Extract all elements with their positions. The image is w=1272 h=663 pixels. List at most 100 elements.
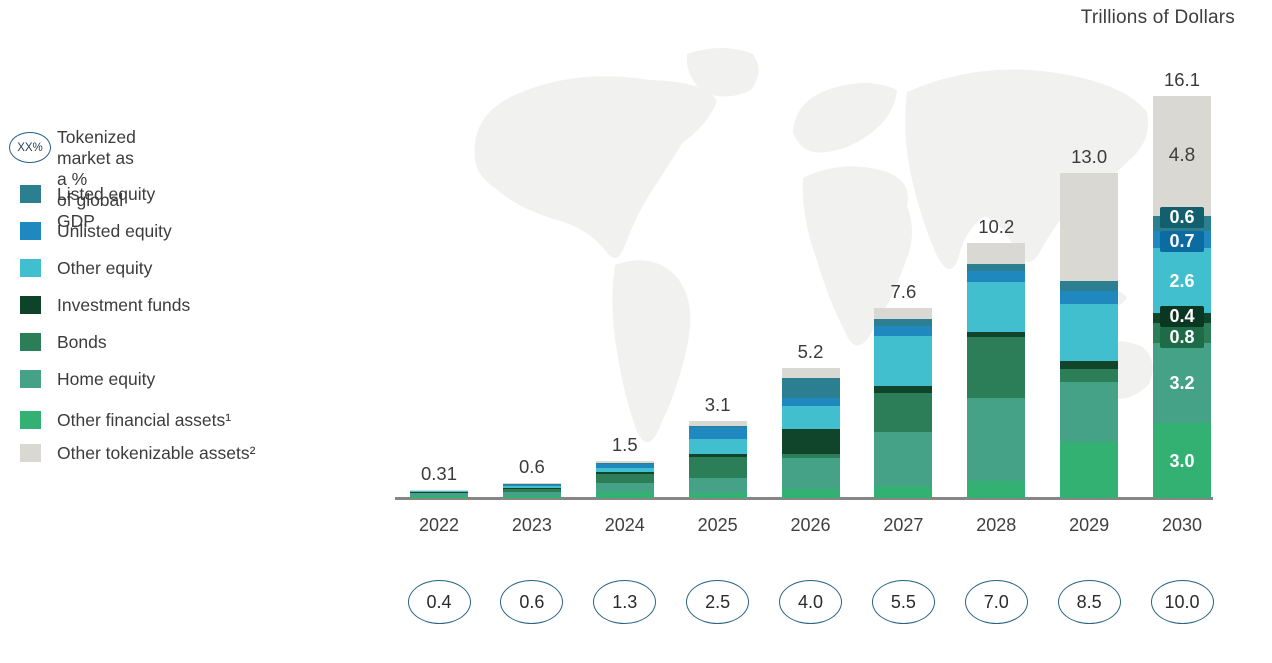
segment-bonds-2026 (781, 454, 840, 458)
year-label-2029: 2029 (1069, 515, 1110, 535)
segment-other-equity-2022 (410, 490, 468, 492)
segment-listed-equity-2026 (781, 378, 840, 398)
segment-bonds-2029 (1060, 369, 1119, 382)
segment-investment-funds-2025 (688, 454, 747, 457)
segment-other-tokenizable-assets-2026 (781, 368, 840, 378)
segment-other-tokenizable-assets-2024 (595, 460, 654, 463)
segment-unlisted-equity-2025 (688, 426, 747, 440)
segment-listed-equity-2027 (874, 319, 933, 326)
segment-other-equity-2030 (1153, 248, 1211, 313)
segment-home-equity-2030 (1153, 343, 1211, 423)
segment-other-tokenizable-assets-2025 (688, 420, 747, 426)
segment-investment-funds-2026 (781, 429, 840, 455)
segment-unlisted-equity-2026 (781, 398, 840, 406)
segment-listed-equity-2025 (688, 425, 747, 427)
segment-home-equity-2022 (410, 493, 468, 497)
segment-bonds-2024 (595, 473, 654, 483)
legend-label-home-equity: Home equity (57, 369, 156, 389)
segment-other-tokenizable-assets-2029 (1060, 173, 1119, 281)
gdp-caption-line1: Tokenized market as a % (57, 127, 136, 189)
segment-investment-funds-2022 (410, 491, 468, 492)
segment-value-label-other-financial-assets-2030: 3.0 (1169, 450, 1195, 471)
segment-investment-funds-2024 (595, 471, 654, 474)
gdp-percent-oval-2024: 1.3 (593, 580, 657, 624)
segment-other-financial-assets-2027 (874, 485, 933, 498)
segment-listed-equity-2028 (967, 264, 1026, 271)
gdp-percent-oval-2029: 8.5 (1057, 580, 1121, 624)
segment-other-financial-assets-2028 (967, 480, 1026, 498)
segment-value-chip-listed-equity-2030: 0.6 (1160, 206, 1204, 228)
legend-label-investment-funds: Investment funds (57, 295, 191, 315)
segment-unlisted-equity-2024 (595, 463, 654, 468)
segment-home-equity-2028 (967, 398, 1026, 481)
segment-other-equity-2026 (781, 405, 840, 430)
gdp-percent-oval-2025: 2.5 (686, 580, 750, 624)
gdp-percent-oval-2030: 10.0 (1150, 580, 1214, 624)
segment-other-equity-2024 (595, 467, 654, 472)
segment-other-financial-assets-2024 (595, 491, 654, 498)
segment-other-equity-2029 (1060, 304, 1119, 361)
gdp-badge-text: XX% (17, 141, 43, 154)
segment-other-financial-assets-2023 (502, 495, 561, 498)
segment-home-equity-2026 (781, 458, 840, 490)
legend-swatch-home-equity (20, 370, 41, 388)
year-label-2027: 2027 (883, 515, 924, 535)
segment-unlisted-equity-2023 (502, 484, 561, 486)
segment-listed-equity-2023 (502, 484, 561, 485)
year-label-2026: 2026 (790, 515, 831, 535)
segment-other-financial-assets-2022 (410, 496, 468, 498)
segment-home-equity-2024 (595, 482, 654, 492)
gdp-percent-badge: XX% (9, 132, 51, 163)
segment-other-financial-assets-2025 (688, 493, 747, 498)
legend-swatch-bonds (20, 333, 41, 351)
total-label-2027: 7.6 (890, 281, 917, 302)
chart-unit-title: Trillions of Dollars (1080, 7, 1235, 28)
total-label-2030: 16.1 (1163, 68, 1200, 90)
total-label-2029: 13.0 (1071, 146, 1108, 167)
segment-unlisted-equity-2027 (874, 325, 933, 336)
segment-other-financial-assets-2030 (1153, 423, 1211, 498)
legend-label-listed-equity: Listed equity (57, 184, 156, 204)
segment-listed-equity-2024 (595, 462, 654, 464)
segment-home-equity-2027 (874, 431, 933, 486)
gdp-caption: Tokenized market as a % of global GDP (57, 127, 136, 232)
segment-listed-equity-2029 (1060, 280, 1119, 291)
total-label-2026: 5.2 (797, 341, 824, 362)
gdp-percent-oval-2027: 5.5 (871, 580, 935, 624)
segment-investment-funds-2027 (874, 385, 933, 393)
segment-other-equity-2023 (502, 485, 561, 488)
total-label-2024: 1.5 (611, 433, 638, 455)
legend-label-other-financial-assets: Other financial assets¹ (57, 410, 232, 430)
segment-value-label-other-equity-2030: 2.6 (1169, 270, 1195, 291)
segment-bonds-2028 (967, 336, 1026, 398)
segment-home-equity-2023 (502, 491, 561, 496)
total-label-2028: 10.2 (978, 216, 1015, 237)
segment-other-tokenizable-assets-2022 (410, 490, 468, 491)
gdp-percent-oval-2028: 7.0 (964, 580, 1028, 624)
segment-other-equity-2027 (874, 335, 933, 386)
segment-other-tokenizable-assets-2027 (874, 308, 933, 320)
legend-label-unlisted-equity: Unlisted equity (57, 221, 172, 241)
gdp-percent-oval-2026: 4.0 (779, 580, 842, 624)
segment-value-chip-investment-funds-2030: 0.4 (1160, 305, 1204, 327)
year-label-2024: 2024 (604, 515, 645, 535)
segment-bonds-2022 (410, 492, 468, 494)
year-label-2028: 2028 (976, 515, 1017, 535)
year-label-2025: 2025 (697, 515, 738, 535)
year-label-2023: 2023 (511, 515, 552, 535)
year-label-2022: 2022 (418, 515, 460, 535)
total-label-2023: 0.6 (519, 456, 545, 477)
legend-swatch-investment-funds (20, 296, 41, 314)
segment-bonds-2025 (688, 456, 747, 478)
segment-value-label-other-tokenizable-assets-2030: 4.8 (1168, 144, 1196, 166)
segment-unlisted-equity-2028 (967, 270, 1026, 282)
legend-label-other-tokenizable-assets: Other tokenizable assets² (57, 443, 256, 463)
legend-swatch-listed-equity (20, 185, 41, 203)
segment-bonds-2023 (502, 488, 561, 492)
gdp-caption-line2: of global GDP (57, 190, 124, 231)
segment-value-chip-unlisted-equity-2030: 0.7 (1160, 230, 1204, 252)
segment-bonds-2027 (874, 393, 933, 432)
year-label-2030: 2030 (1161, 515, 1203, 535)
world-map-background (474, 48, 1153, 443)
